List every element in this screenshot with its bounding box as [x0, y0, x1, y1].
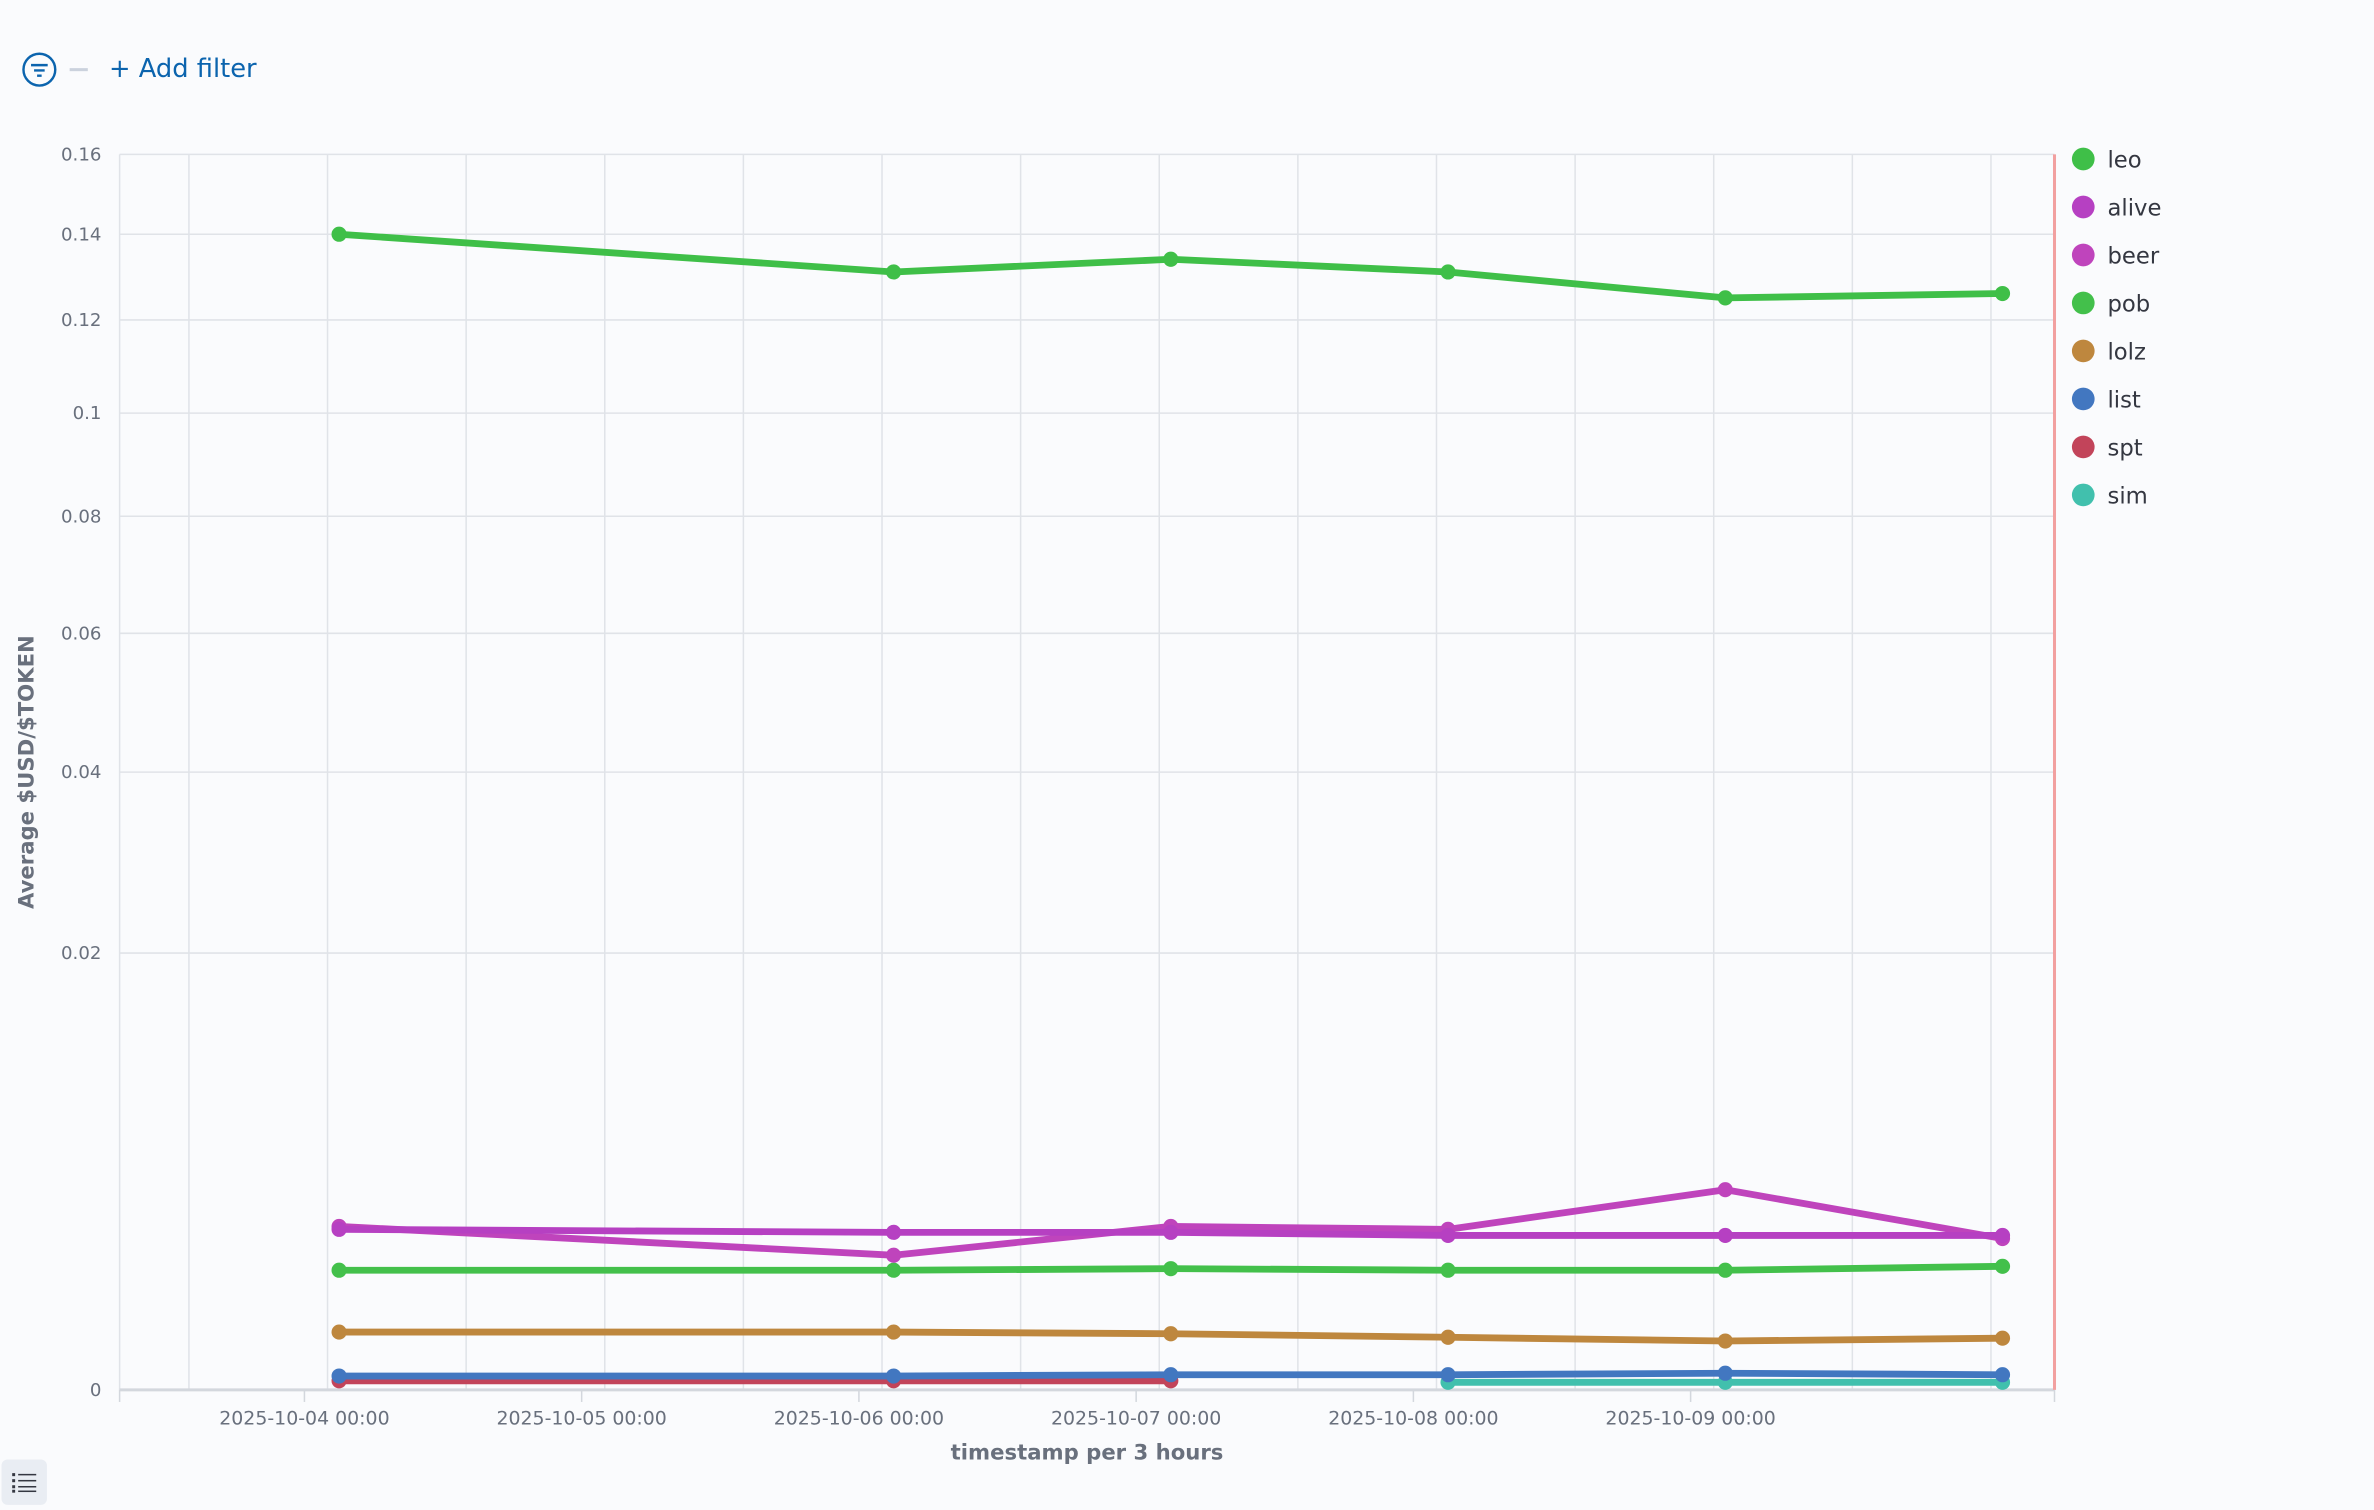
y-tick-label: 0.16	[61, 144, 101, 165]
data-point-beer	[885, 1247, 902, 1263]
data-point-lolz	[1163, 1326, 1179, 1342]
x-tick-label: 2025-10-06 00:00	[774, 1408, 944, 1430]
data-point-list	[1440, 1367, 1456, 1383]
legend-dot-icon	[2071, 387, 2095, 411]
data-point-lolz	[1717, 1333, 1733, 1349]
data-point-lolz	[885, 1324, 902, 1340]
data-point-pob	[1163, 1261, 1179, 1277]
data-point-list	[331, 1368, 347, 1384]
filter-bar: + Add filter	[21, 51, 257, 87]
legend-dot-icon	[2071, 243, 2095, 267]
legend-label: sim	[2107, 483, 2147, 509]
data-point-list	[1717, 1365, 1733, 1381]
legend-item-beer[interactable]: beer	[2071, 243, 2160, 269]
x-tick-label: 2025-10-04 00:00	[219, 1408, 389, 1430]
legend-label: pob	[2107, 291, 2150, 317]
legend-item-sim[interactable]: sim	[2071, 483, 2148, 509]
list-icon	[12, 1473, 37, 1493]
data-point-leo	[1717, 290, 1733, 306]
data-point-alive	[1994, 1227, 2011, 1243]
data-point-list	[1163, 1367, 1179, 1383]
data-point-list	[885, 1368, 902, 1384]
data-point-pob	[331, 1262, 347, 1278]
legend-label: leo	[2107, 147, 2141, 173]
series-line-beer	[338, 1186, 2004, 1259]
data-point-alive	[1163, 1224, 1179, 1240]
legend-dot-icon	[2071, 195, 2095, 219]
legend-dot-icon	[2071, 291, 2095, 315]
legend-dot-icon	[2071, 435, 2095, 459]
x-tick-label: 2025-10-07 00:00	[1051, 1408, 1221, 1430]
legend-item-pob[interactable]: pob	[2071, 291, 2150, 317]
y-tick-label: 0.04	[61, 762, 101, 783]
legend-dot-icon	[2071, 147, 2095, 171]
data-point-pob	[1994, 1258, 2011, 1274]
x-tick-label: 2025-10-09 00:00	[1605, 1408, 1775, 1430]
legend-item-list[interactable]: list	[2071, 387, 2141, 413]
data-point-alive	[1717, 1227, 1733, 1243]
series-leo	[331, 226, 2011, 306]
data-point-leo	[331, 226, 347, 242]
series-beer	[331, 1182, 2011, 1263]
legend-item-spt[interactable]: spt	[2071, 435, 2143, 461]
data-point-leo	[1163, 251, 1179, 267]
data-point-lolz	[331, 1324, 347, 1340]
data-point-leo	[1994, 285, 2011, 302]
y-tick-label: 0.12	[61, 310, 101, 331]
y-tick-label: 0.06	[61, 623, 101, 644]
legend-label: spt	[2107, 435, 2142, 461]
y-tick-label: 0	[90, 1380, 102, 1401]
data-point-lolz	[1440, 1329, 1456, 1345]
data-point-pob	[885, 1262, 902, 1278]
y-tick-label: 0.14	[61, 224, 101, 245]
data-point-pob	[1440, 1262, 1456, 1278]
data-point-alive	[331, 1221, 347, 1237]
legend-item-leo[interactable]: leo	[2071, 147, 2142, 173]
data-point-beer	[1717, 1182, 1733, 1198]
data-point-lolz	[1994, 1330, 2011, 1346]
legend-toggle-button[interactable]	[1, 1459, 47, 1505]
series-alive	[331, 1221, 2011, 1243]
legend-label: beer	[2107, 243, 2159, 269]
x-tick-label: 2025-10-05 00:00	[496, 1408, 666, 1430]
filter-icon[interactable]	[21, 51, 57, 87]
y-axis-title: Average $USD/$TOKEN	[13, 635, 38, 909]
series-lolz	[331, 1324, 2011, 1349]
data-point-alive	[1440, 1227, 1456, 1243]
series-pob	[331, 1258, 2011, 1278]
data-point-leo	[885, 264, 902, 280]
legend-label: lolz	[2107, 339, 2145, 365]
series-line-pob	[339, 1262, 2003, 1274]
data-point-pob	[1717, 1262, 1733, 1278]
y-tick-label: 0.1	[73, 403, 102, 424]
x-axis-title: timestamp per 3 hours	[951, 1439, 1224, 1464]
legend-dot-icon	[2071, 339, 2095, 363]
legend-label: alive	[2107, 195, 2161, 221]
legend-dot-icon	[2071, 483, 2095, 507]
x-tick-label: 2025-10-08 00:00	[1328, 1408, 1498, 1430]
separator	[69, 68, 88, 72]
add-filter-button[interactable]: + Add filter	[109, 54, 257, 85]
legend-label: list	[2107, 387, 2140, 413]
y-tick-label: 0.02	[61, 943, 101, 964]
data-point-alive	[885, 1224, 902, 1240]
series-line-list	[339, 1369, 2003, 1380]
legend-item-alive[interactable]: alive	[2071, 195, 2162, 221]
series-list	[331, 1365, 2011, 1384]
y-tick-label: 0.08	[61, 506, 101, 527]
data-point-leo	[1440, 264, 1456, 280]
data-point-list	[1994, 1367, 2011, 1383]
series-line-alive	[339, 1225, 2003, 1239]
series-line-leo	[338, 230, 2003, 302]
legend-item-lolz[interactable]: lolz	[2071, 339, 2146, 365]
series-line-lolz	[339, 1328, 2003, 1345]
